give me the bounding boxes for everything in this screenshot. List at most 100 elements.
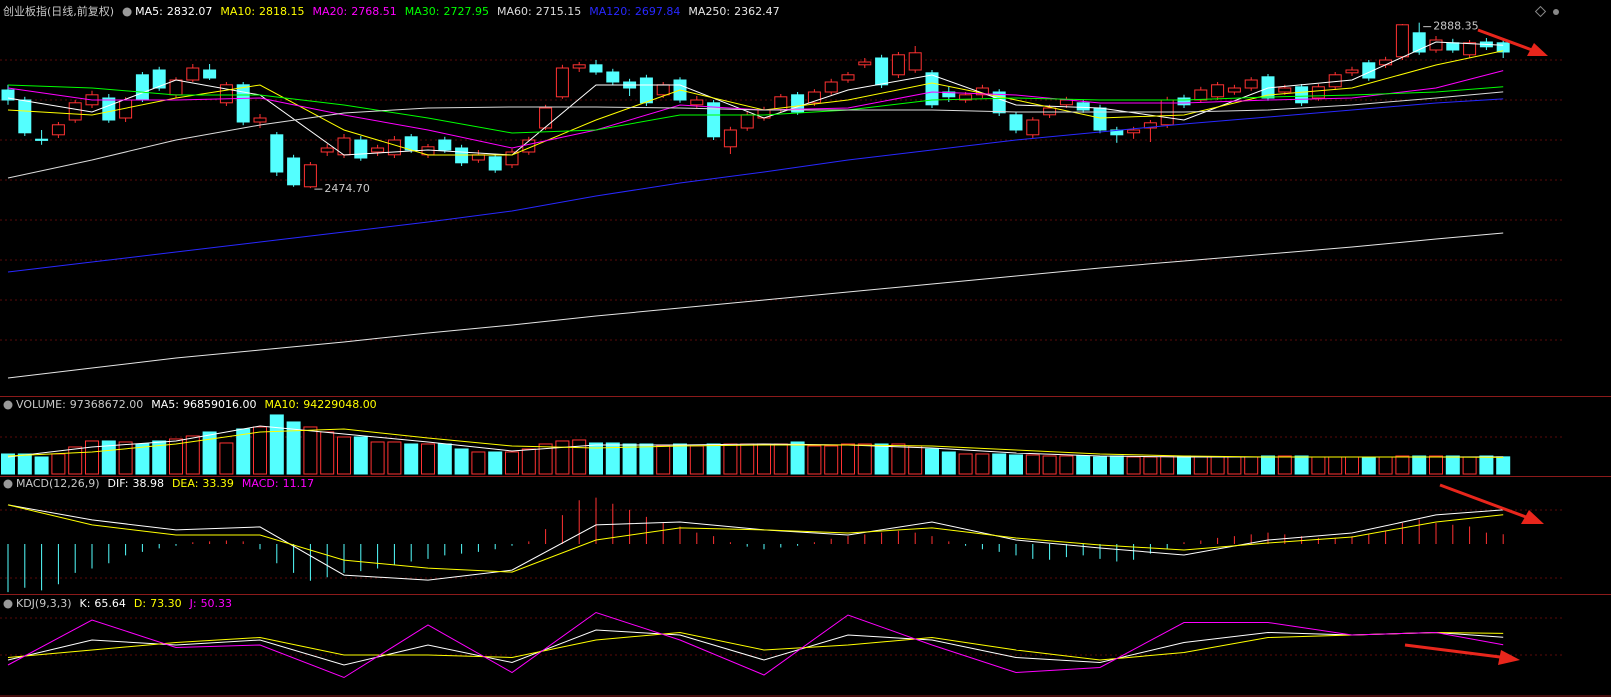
volume-bar <box>1395 455 1410 475</box>
volume-bar <box>992 453 1007 475</box>
candle-body <box>555 67 569 98</box>
legend-label: 2832.07 <box>167 5 213 18</box>
volume-bar <box>790 441 805 475</box>
legend-icon <box>122 7 132 17</box>
volume-bar <box>1025 454 1040 475</box>
candle-body <box>539 107 553 129</box>
volume-bar <box>1261 455 1275 475</box>
volume-bar <box>320 431 335 475</box>
legend-label: 创业板指(日线,前复权) <box>3 4 114 18</box>
volume-bar <box>1160 455 1175 475</box>
legend-label: MA250: <box>688 5 730 18</box>
volume-bar <box>370 441 385 475</box>
legend-label: 2362.47 <box>734 5 780 18</box>
candle-body <box>959 94 973 101</box>
candle-body <box>253 117 267 123</box>
volume-bar <box>622 443 637 475</box>
legend-label: J: <box>189 597 197 610</box>
volume-bar <box>1311 456 1326 475</box>
volume-bar <box>1445 455 1460 475</box>
legend-label: 96859016.00 <box>183 398 256 411</box>
candle-body <box>1496 42 1510 53</box>
candle-body <box>572 64 586 69</box>
volume-bar <box>1126 456 1141 475</box>
candle-body <box>35 138 49 141</box>
volume-bar <box>1009 454 1023 475</box>
candle-body <box>1043 107 1057 116</box>
candle-body <box>1446 42 1460 51</box>
candle-body <box>102 97 116 121</box>
volume-bar <box>941 451 956 475</box>
volume-bar <box>555 440 570 475</box>
volume-bar <box>34 456 49 475</box>
legend-label: KDJ(9,3,3) <box>16 597 72 610</box>
candle-body <box>1009 114 1023 131</box>
indicator-line <box>7 629 1504 666</box>
candle-body <box>488 156 502 171</box>
indicator-line <box>7 631 1504 661</box>
arrows <box>1404 28 1548 665</box>
volume-bar <box>286 421 301 475</box>
legend-label: K: <box>80 597 91 610</box>
volume-bar <box>908 445 923 475</box>
arrow <box>1477 28 1533 52</box>
volume-bar <box>17 453 32 475</box>
volume-bar <box>1328 456 1343 475</box>
volume-bar <box>1412 455 1427 475</box>
volume-bar <box>387 441 402 475</box>
volume-bar <box>975 453 990 475</box>
candle-body <box>169 79 183 96</box>
volume-bar <box>521 448 536 475</box>
volume-bar <box>236 428 251 475</box>
legend-icon <box>3 599 13 609</box>
candle-body <box>1395 24 1409 58</box>
volume-bar <box>656 445 671 475</box>
arrow-head <box>1498 650 1520 665</box>
legend-label: MA20: <box>313 5 348 18</box>
volume-bar <box>185 435 200 475</box>
candle-body <box>942 91 956 98</box>
volume-bar <box>1177 455 1191 475</box>
candle-body <box>1026 119 1040 136</box>
candle-body <box>606 71 620 83</box>
panel-icon[interactable] <box>1534 5 1547 18</box>
volume-bar <box>857 443 872 475</box>
candle-body <box>303 164 317 188</box>
volume-bar <box>1 453 15 475</box>
indicator-line <box>7 91 1504 179</box>
arrow-head <box>1521 510 1544 524</box>
volume-bar <box>706 443 721 475</box>
candle-body <box>1463 42 1477 56</box>
candle-body <box>438 139 452 151</box>
legend-icon <box>3 400 13 410</box>
candle-body <box>203 69 217 79</box>
candle-body <box>1076 102 1090 111</box>
volume-bar <box>68 446 83 475</box>
volume-bar <box>488 451 503 475</box>
candle-body <box>135 74 149 101</box>
panel-icon[interactable] <box>1553 9 1559 15</box>
legend-label: VOLUME: <box>16 398 66 411</box>
volume-bar <box>740 443 755 475</box>
candle-body <box>740 114 754 129</box>
volume-bar <box>891 443 906 475</box>
legend-label: MA120: <box>589 5 631 18</box>
candle-body <box>1345 69 1359 74</box>
volume-bar <box>757 443 771 475</box>
candle-body <box>908 52 922 71</box>
candle-body <box>219 84 233 104</box>
volume-bar <box>1462 456 1477 475</box>
candle-body <box>18 99 32 134</box>
volume-bar <box>673 443 687 475</box>
arrow <box>1439 483 1527 519</box>
volume-bar <box>589 442 603 475</box>
volume-bar <box>118 441 133 475</box>
candle-body <box>824 81 838 93</box>
candle-body <box>1127 129 1141 134</box>
candle-body <box>656 84 670 96</box>
volume-bar <box>169 438 183 475</box>
candle-body <box>639 77 653 104</box>
volume-bar <box>1345 456 1359 475</box>
